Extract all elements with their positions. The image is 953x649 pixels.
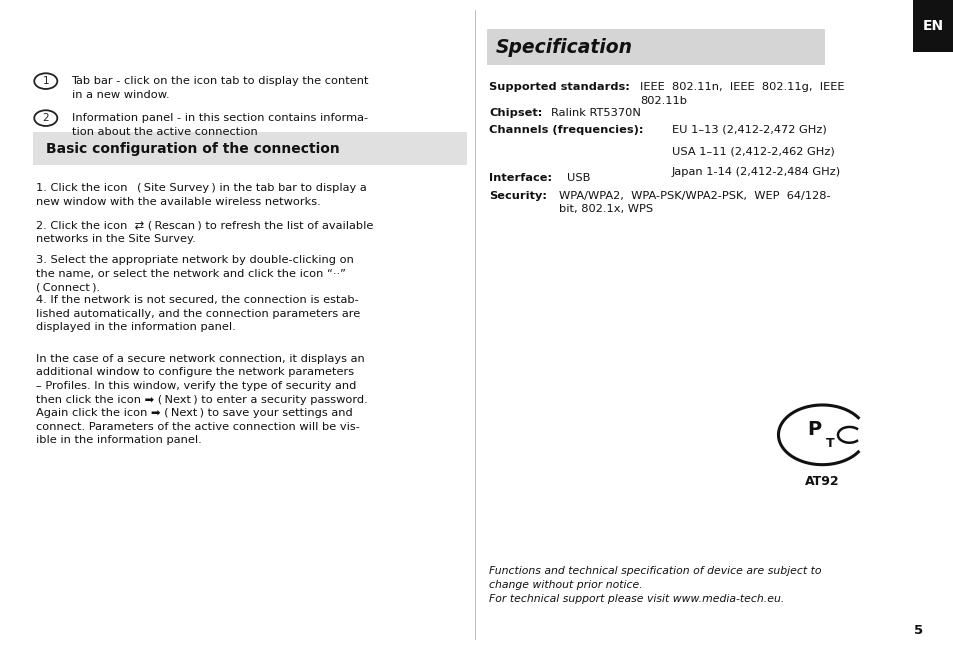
Text: 2: 2 — [43, 113, 49, 123]
Text: Ralink RT5370N: Ralink RT5370N — [551, 108, 640, 118]
Text: T: T — [824, 437, 834, 450]
Text: 4. If the network is not secured, the connection is estab-
lished automatically,: 4. If the network is not secured, the co… — [36, 295, 360, 332]
Text: Channels (frequencies):: Channels (frequencies): — [489, 125, 643, 134]
Text: USA 1–11 (2,412-2,462 GHz): USA 1–11 (2,412-2,462 GHz) — [671, 146, 834, 156]
Text: USB: USB — [566, 173, 590, 182]
Text: Basic configuration of the connection: Basic configuration of the connection — [46, 141, 339, 156]
Text: Chipset:: Chipset: — [489, 108, 542, 118]
Text: Security:: Security: — [489, 191, 547, 201]
Text: Specification: Specification — [496, 38, 633, 57]
Text: 3. Select the appropriate network by double-clicking on
the name, or select the : 3. Select the appropriate network by dou… — [36, 255, 354, 292]
Text: 1: 1 — [43, 76, 49, 86]
Text: Tab bar - click on the icon tab to display the content
in a new window.: Tab bar - click on the icon tab to displ… — [71, 76, 369, 99]
FancyBboxPatch shape — [912, 0, 953, 52]
Text: Information panel - in this section contains informa-
tion about the active conn: Information panel - in this section cont… — [71, 113, 367, 136]
Text: AT92: AT92 — [804, 475, 839, 488]
Text: Functions and technical specification of device are subject to
change without pr: Functions and technical specification of… — [489, 566, 821, 604]
Text: Supported standards:: Supported standards: — [489, 82, 630, 92]
Text: 5: 5 — [913, 624, 923, 637]
Text: In the case of a secure network connection, it displays an
additional window to : In the case of a secure network connecti… — [36, 354, 368, 445]
Text: Japan 1-14 (2,412-2,484 GHz): Japan 1-14 (2,412-2,484 GHz) — [671, 167, 840, 177]
FancyBboxPatch shape — [33, 132, 467, 165]
FancyBboxPatch shape — [486, 29, 824, 65]
Text: WPA/WPA2,  WPA-PSK/WPA2-PSK,  WEP  64/128-
bit, 802.1x, WPS: WPA/WPA2, WPA-PSK/WPA2-PSK, WEP 64/128- … — [558, 191, 830, 214]
Text: 2. Click the icon  ⇄ ( Rescan ) to refresh the list of available
networks in the: 2. Click the icon ⇄ ( Rescan ) to refres… — [36, 221, 374, 244]
Text: 1. Click the icon   ( Site Survey ) in the tab bar to display a
new window with : 1. Click the icon ( Site Survey ) in the… — [36, 183, 367, 206]
Text: IEEE  802.11n,  IEEE  802.11g,  IEEE
802.11b: IEEE 802.11n, IEEE 802.11g, IEEE 802.11b — [639, 82, 843, 106]
Text: EU 1–13 (2,412-2,472 GHz): EU 1–13 (2,412-2,472 GHz) — [671, 125, 825, 134]
Text: P: P — [807, 420, 821, 439]
Text: Interface:: Interface: — [489, 173, 552, 182]
Text: EN: EN — [922, 19, 943, 33]
